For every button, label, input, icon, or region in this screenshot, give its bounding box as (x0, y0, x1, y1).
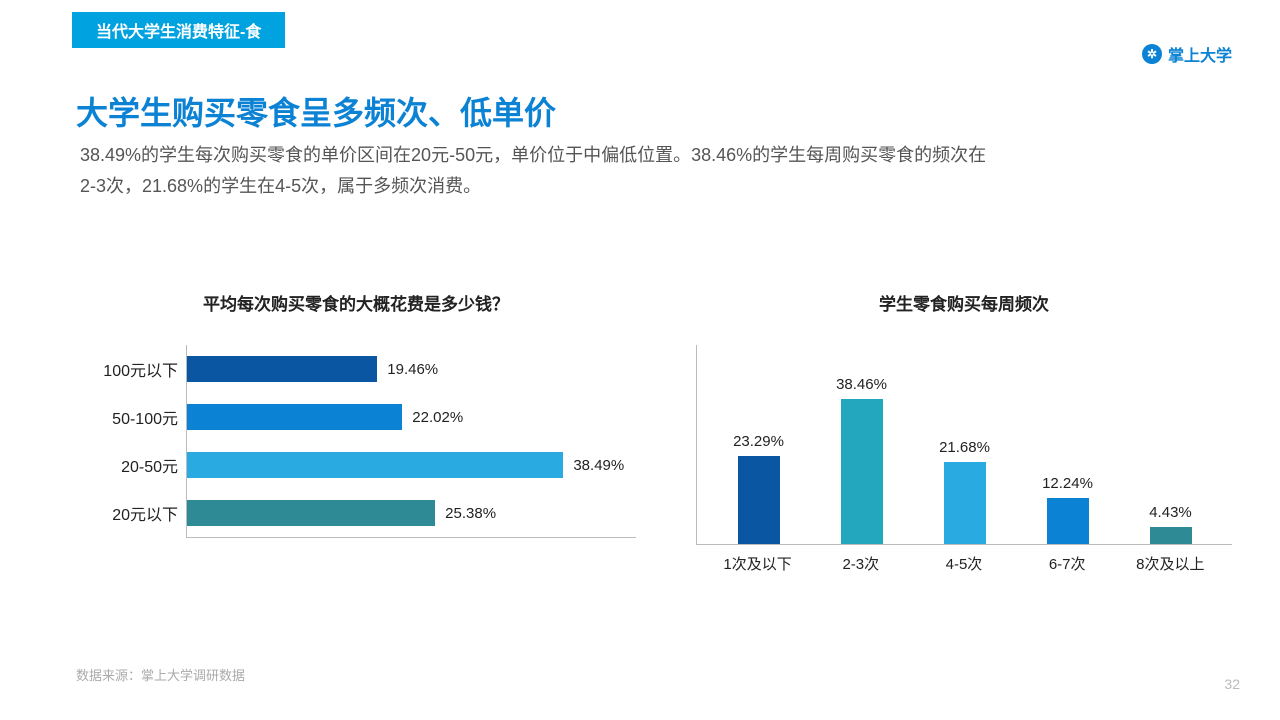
vbar-category-label: 8次及以上 (1130, 553, 1210, 574)
hbar-category-label: 20-50元 (76, 441, 186, 489)
hbar-bar (187, 452, 563, 478)
hbar-value-label: 19.46% (387, 361, 438, 378)
page-number: 32 (1224, 676, 1240, 692)
vbar-value-label: 4.43% (1149, 504, 1192, 521)
vbar-column: 38.46% (822, 376, 902, 544)
vbar-bar (944, 462, 986, 544)
header-tag: 当代大学生消费特征-食 (72, 12, 285, 48)
page-title: 大学生购买零食呈多频次、低单价 (76, 88, 556, 134)
vbar-value-label: 38.46% (836, 376, 887, 393)
hbar-category-label: 20元以下 (76, 489, 186, 537)
logo-icon: ✲ (1142, 44, 1162, 64)
hbar-row: 25.38% (187, 489, 636, 537)
vbar-column: 4.43% (1131, 504, 1211, 544)
hbar-value-label: 22.02% (412, 409, 463, 426)
hbar-category-label: 50-100元 (76, 393, 186, 441)
logo-text: 掌上大学 (1168, 42, 1232, 66)
vbar-column: 23.29% (719, 433, 799, 544)
data-source: 数据来源：掌上大学调研数据 (76, 665, 245, 684)
frequency-chart-title: 学生零食购买每周频次 (696, 290, 1232, 315)
spend-chart: 平均每次购买零食的大概花费是多少钱？ 100元以下50-100元20-50元20… (76, 290, 636, 574)
vbar-bar (1150, 527, 1192, 544)
hbar-bar (187, 356, 377, 382)
spend-chart-title: 平均每次购买零食的大概花费是多少钱？ (76, 290, 636, 315)
vbar-value-label: 12.24% (1042, 475, 1093, 492)
subtitle-text: 38.49%的学生每次购买零食的单价区间在20元-50元，单价位于中偏低位置。3… (80, 140, 1000, 201)
vbar-bar (841, 399, 883, 544)
hbar-bar (187, 500, 435, 526)
hbar-row: 19.46% (187, 345, 636, 393)
vbar-category-label: 4-5次 (924, 553, 1004, 574)
hbar-bar (187, 404, 402, 430)
hbar-row: 38.49% (187, 441, 636, 489)
vbar-category-label: 6-7次 (1027, 553, 1107, 574)
frequency-chart: 学生零食购买每周频次 23.29% 38.46% 21.68% 12.24% 4.43%… (696, 290, 1232, 574)
vbar-column: 12.24% (1028, 475, 1108, 544)
vbar-column: 21.68% (925, 439, 1005, 544)
vbar-category-label: 2-3次 (821, 553, 901, 574)
vbar-value-label: 21.68% (939, 439, 990, 456)
hbar-value-label: 38.49% (573, 457, 624, 474)
vbar-category-label: 1次及以下 (718, 553, 798, 574)
vbar-value-label: 23.29% (733, 433, 784, 450)
vbar-bar (1047, 498, 1089, 544)
hbar-value-label: 25.38% (445, 505, 496, 522)
vbar-bar (738, 456, 780, 544)
brand-logo: ✲ 掌上大学 (1142, 42, 1232, 66)
hbar-category-label: 100元以下 (76, 345, 186, 393)
hbar-row: 22.02% (187, 393, 636, 441)
